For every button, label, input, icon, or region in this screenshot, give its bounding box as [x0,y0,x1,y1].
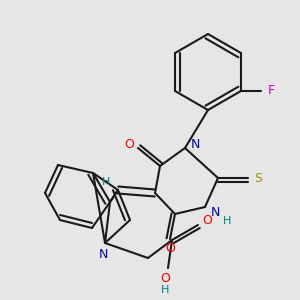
Text: O: O [124,139,134,152]
Text: N: N [98,248,108,262]
Text: H: H [102,177,110,187]
Text: F: F [267,85,274,98]
Text: N: N [210,206,220,218]
Text: O: O [160,272,170,284]
Text: S: S [254,172,262,184]
Text: N: N [190,137,200,151]
Text: H: H [223,216,231,226]
Text: H: H [161,285,169,295]
Text: O: O [165,242,175,256]
Text: O: O [202,214,212,226]
